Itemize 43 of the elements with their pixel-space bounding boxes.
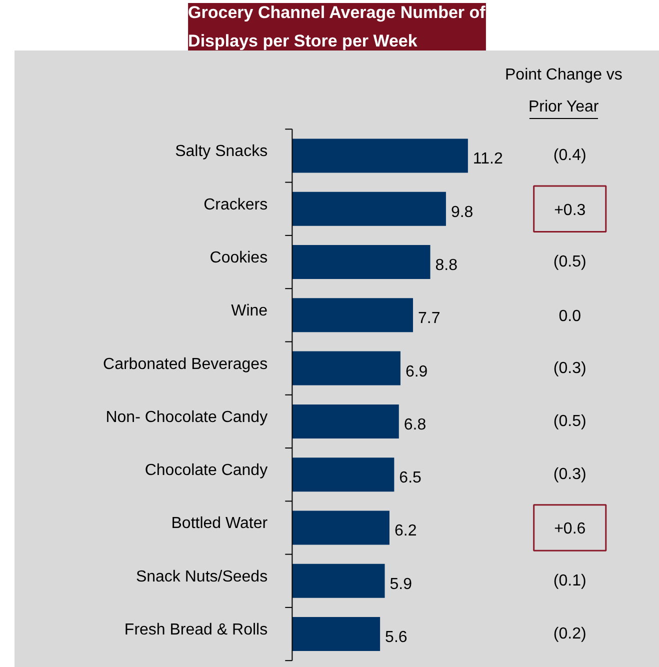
text: Point Change vs [505,66,622,84]
text: (0.3) [553,360,586,377]
bar [292,245,430,280]
y-tick-label: Non- Chocolate Candy [106,408,268,426]
data-label: 5.6 [385,629,408,646]
bar [292,138,468,173]
bar [292,192,446,226]
y-tick-label: Fresh Bread & Rolls [124,622,268,639]
text: +0.6 [554,520,586,538]
y-tick-label: Bottled Water [171,515,268,532]
data-label: 6.9 [405,363,428,380]
bar [292,510,390,545]
y-tick-label: Salty Snacks [175,143,268,160]
y-tick-label: Cookies [210,250,268,267]
data-label: 5.9 [390,576,412,593]
bar [292,298,414,332]
bar [292,617,380,652]
text: (0.1) [553,572,586,590]
text: (0.2) [553,626,586,643]
text: 0.0 [558,308,582,326]
data-label: 8.8 [435,257,458,274]
data-label: 9.8 [450,204,474,221]
text: Prior Year [528,98,600,116]
text: (0.4) [553,147,586,164]
data-label: 6.2 [394,522,417,540]
text: (0.3) [553,466,586,484]
bar [292,404,399,438]
data-label: 6.8 [404,416,426,434]
data-label: 7.7 [418,310,440,328]
y-tick-label: Snack Nuts/Seeds [136,568,268,586]
y-tick-label: Wine [231,302,268,320]
bar [292,458,394,492]
text: (0.5) [553,412,586,430]
y-tick-label: Carbonated Beverages [103,356,268,373]
text: (0.5) [553,254,586,271]
y-tick-label: Chocolate Candy [144,462,268,480]
bar [292,564,385,598]
text: +0.3 [554,202,586,219]
y-tick-label: Crackers [204,196,268,214]
chart-title: Grocery Channel Average Number of Displays per Store per Week [188,3,486,50]
data-label: 11.2 [472,150,503,168]
bar [292,351,400,386]
data-label: 6.5 [399,470,422,487]
